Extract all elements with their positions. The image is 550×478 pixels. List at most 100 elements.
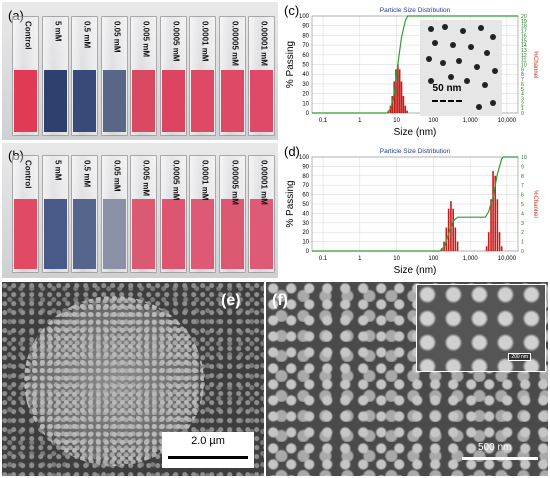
cuvette: 0.0001 mM — [189, 155, 216, 273]
y2-axis-label: %Channel — [532, 51, 538, 79]
cuvette-liquid — [220, 199, 244, 269]
x-tick-label: 1,000 — [463, 118, 479, 124]
y2-tick-label: 1 — [521, 240, 524, 246]
sem-f-inset-scale-label: 200 nm — [508, 353, 531, 361]
sem-e-scale-bar — [168, 456, 248, 459]
y-tick-label: 60 — [302, 193, 309, 199]
x-tick-label: 0.1 — [319, 118, 328, 124]
cuvette-label: 0.05 mM — [112, 21, 121, 53]
cuvette-label: 5 mM — [53, 21, 62, 42]
cuvette-liquid — [14, 199, 37, 269]
cuvette-label: 0.005 mM — [141, 21, 151, 58]
cuvette-liquid — [161, 70, 185, 132]
cumulative-line — [312, 15, 518, 114]
y2-tick-label: 4 — [521, 92, 524, 98]
y2-tick-label: 1 — [521, 106, 524, 112]
cuvette: 0.05 mM — [100, 16, 128, 136]
y2-tick-label: 5 — [521, 202, 524, 208]
size-distribution-chart-c: Particle Size Distribution01020304050607… — [285, 7, 538, 138]
x-tick-label: 10 — [393, 118, 400, 124]
nanoparticle — [482, 82, 488, 88]
sem-e-scale-box: 2.0 µm — [162, 432, 254, 468]
cuvette: 0.0001 mM — [189, 16, 216, 136]
nanoparticle — [474, 64, 480, 70]
y2-tick-label: 2 — [521, 230, 524, 236]
cuvette-label: 0.00005 mM — [230, 160, 239, 205]
y-tick-label: 30 — [302, 221, 309, 227]
cuvette-liquid — [102, 199, 126, 269]
y2-tick-label: 8 — [521, 72, 524, 78]
x-tick-label: 10,000 — [498, 118, 517, 124]
cuvette-label: 5 mM — [53, 160, 62, 181]
x-axis-label: Size (nm) — [394, 265, 437, 276]
distribution-bar — [494, 175, 497, 251]
cuvette-liquid — [191, 70, 214, 132]
nanoparticle — [442, 24, 448, 30]
distribution-bar — [498, 232, 501, 251]
chart-title: Particle Size Distribution — [380, 148, 451, 155]
nanoparticle — [468, 44, 474, 50]
cuvette-liquid — [73, 70, 96, 132]
y-tick-label: 60 — [302, 53, 309, 59]
nanoparticle — [490, 34, 496, 40]
y-tick-label: 50 — [302, 63, 309, 69]
y-tick-label: 0 — [306, 111, 310, 117]
cuvette: 0.0005 mM — [159, 16, 187, 136]
y2-tick-label: 15 — [521, 38, 527, 44]
y2-tick-label: 12 — [521, 53, 527, 59]
y-tick-label: 70 — [302, 183, 309, 189]
cuvette: 5 mM — [41, 155, 69, 273]
distribution-bar — [487, 232, 490, 251]
cuvette-liquid — [132, 199, 155, 269]
sem-f-scale-label: 500 nm — [478, 442, 512, 453]
nanoparticle — [440, 60, 446, 66]
cuvette-label: 0.0001 mM — [200, 21, 210, 62]
nanoparticle — [492, 68, 498, 74]
y2-tick-label: 7 — [521, 183, 524, 189]
chart-panel-d: (d) Particle Size Distribution 0 10 20 30 40 5… — [280, 143, 548, 278]
x-tick-label: 10,000 — [498, 256, 517, 262]
x-tick-label: 1 — [358, 118, 362, 124]
x-tick-label: 1 — [358, 256, 362, 262]
cuvette-label: 0.00005 mM — [230, 21, 239, 66]
y-axis-label: % Passing — [285, 41, 296, 88]
y-tick-label: 50 — [302, 202, 309, 208]
distribution-bar — [492, 171, 494, 251]
y2-tick-label: 4 — [521, 211, 524, 217]
cuvette: 0.0005 mM — [159, 155, 187, 273]
y2-tick-label: 13 — [521, 48, 527, 54]
y2-axis-label: %Channel — [532, 190, 538, 218]
distribution-bar — [500, 246, 503, 251]
cuvette-label: 0.00001 mM — [259, 21, 269, 66]
x-axis-label: Size (nm) — [394, 127, 437, 138]
sem-image-e: (e) 2.0 µm — [2, 282, 264, 476]
y2-tick-label: 20 — [521, 14, 527, 20]
cuvette-liquid — [161, 199, 185, 269]
cuvette-liquid — [220, 70, 244, 132]
x-tick-label: 1,000 — [463, 256, 479, 262]
cuvette: 0.005 mM — [130, 16, 157, 136]
distribution-bar — [454, 227, 457, 251]
y2-tick-label: 9 — [521, 67, 524, 73]
distribution-bar — [398, 69, 401, 113]
cuvette-liquid — [43, 199, 67, 269]
y-tick-label: 30 — [302, 82, 309, 88]
nanoparticle — [490, 100, 496, 106]
cuvette: 0.00005 mM — [218, 16, 246, 136]
panel-label-e: (e) — [221, 292, 241, 309]
cuvette: 0.5 mM — [71, 155, 98, 273]
nanoparticle — [460, 28, 466, 34]
nanoparticle — [432, 40, 438, 46]
panel-label-d: (d) — [284, 144, 300, 159]
size-distribution-chart-d: Particle Size Distribution01020304050607… — [285, 148, 538, 276]
distribution-bar — [393, 81, 396, 113]
y-tick-label: 10 — [302, 101, 309, 107]
y-axis-label: % Passing — [285, 180, 296, 227]
cuvette-label: 0.0005 mM — [171, 21, 180, 62]
cuvette: 0.5 mM — [71, 16, 98, 136]
y-tick-label: 100 — [299, 155, 310, 161]
y-tick-label: 20 — [302, 92, 309, 98]
y-tick-label: 90 — [302, 164, 309, 170]
cuvette: Control — [12, 16, 39, 136]
y2-tick-label: 10 — [521, 155, 527, 161]
